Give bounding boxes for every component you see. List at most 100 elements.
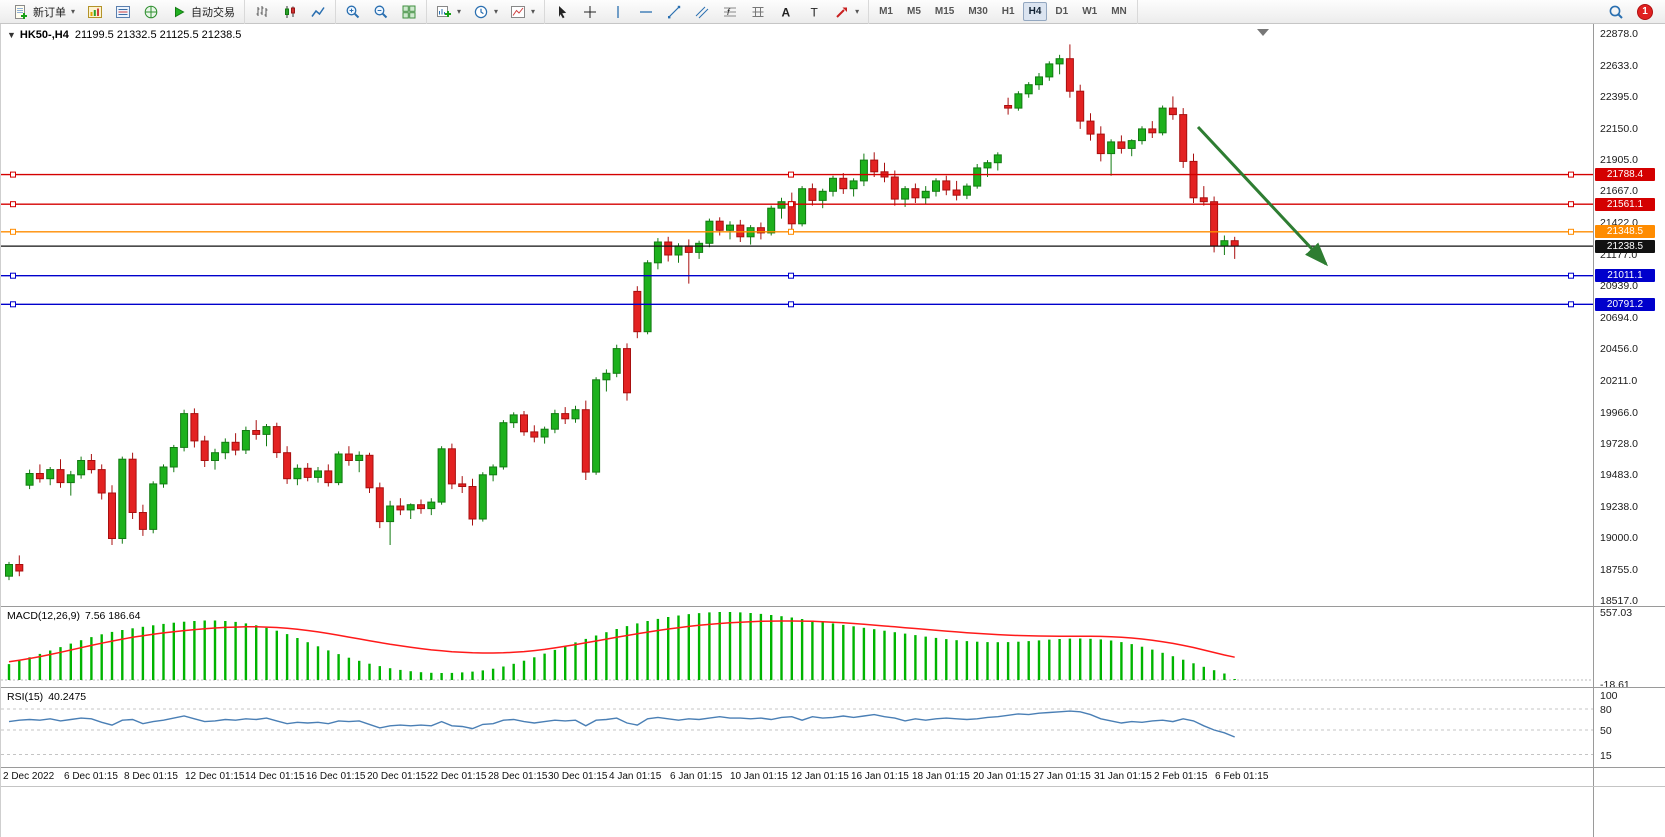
bar-chart-button[interactable] — [249, 2, 275, 22]
candle — [324, 464, 333, 487]
line-handle[interactable] — [788, 201, 794, 208]
line-handle[interactable] — [10, 301, 16, 308]
market-watch-button[interactable] — [110, 2, 136, 22]
collapse-icon[interactable]: ▼ — [7, 30, 16, 40]
candlestick-chart-button[interactable] — [277, 2, 303, 22]
pane-divider — [1, 786, 1665, 787]
candle — [1004, 97, 1013, 115]
timeframe-h1[interactable]: H1 — [1001, 6, 1015, 17]
line-handle[interactable] — [1568, 228, 1574, 235]
new-order-icon — [15, 4, 27, 19]
candle — [375, 482, 384, 529]
auto-trading-button[interactable]: 自动交易 — [166, 2, 240, 22]
candle — [1179, 108, 1188, 168]
timeframe-w1[interactable]: W1 — [1082, 6, 1098, 17]
tile-windows-button[interactable] — [396, 2, 422, 22]
cursor-button[interactable] — [549, 2, 575, 22]
line-handle[interactable] — [10, 228, 16, 235]
price-axis-label: 20456.0 — [1600, 343, 1638, 355]
navigator-button[interactable] — [138, 2, 164, 22]
bar-chart-icon — [256, 5, 268, 17]
timeframe-m1[interactable]: M1 — [879, 6, 893, 17]
line-handle[interactable] — [1568, 272, 1574, 279]
candle — [839, 173, 848, 194]
fibonacci-button[interactable]: f — [717, 2, 743, 22]
candle — [726, 221, 734, 240]
period-button[interactable]: ▾ — [468, 2, 503, 22]
search-button[interactable] — [1603, 2, 1629, 22]
pane-divider[interactable] — [1, 687, 1665, 688]
new-order-button-label: 新订单 — [33, 6, 66, 19]
chevron-down-icon: ▾ — [71, 7, 76, 16]
new-order-button[interactable]: 新订单 ▾ — [8, 2, 80, 22]
rsi-line — [8, 710, 1235, 738]
svg-text:T: T — [811, 5, 819, 19]
candle — [334, 451, 343, 486]
line-handle[interactable] — [788, 272, 794, 279]
auto-trading-icon — [175, 6, 185, 17]
line-handle[interactable] — [788, 228, 794, 235]
line-handle[interactable] — [10, 171, 16, 178]
price-axis-label: 22878.0 — [1600, 28, 1638, 40]
timeframe-m30[interactable]: M30 — [968, 6, 988, 17]
channel-button[interactable] — [689, 2, 715, 22]
rsi-axis-label: 100 — [1600, 690, 1618, 702]
horizontal-line-object[interactable] — [1, 171, 1593, 178]
tile-windows-icon — [402, 5, 416, 18]
candle — [108, 485, 116, 545]
timeframe-m5[interactable]: M5 — [906, 6, 921, 17]
notification-badge[interactable]: 1 — [1637, 3, 1653, 20]
price-axis-label: 19000.0 — [1600, 532, 1638, 544]
horizontal-line-object[interactable] — [1, 301, 1593, 308]
candle — [1014, 91, 1023, 111]
chart-title: ▼ HK50-,H4 21199.5 21332.5 21125.5 21238.5 — [7, 29, 241, 41]
shapes-button[interactable]: ▾ — [829, 2, 864, 22]
candle — [252, 420, 261, 440]
rsi-label: RSI(15) 40.2475 — [7, 691, 91, 703]
line-handle[interactable] — [10, 272, 16, 279]
new-chart-button[interactable]: ▾ — [431, 2, 466, 22]
line-handle[interactable] — [788, 171, 794, 178]
text-label-button[interactable]: T — [801, 2, 827, 22]
horizontal-line-button[interactable] — [633, 2, 659, 22]
timeframe-mn[interactable]: MN — [1111, 6, 1127, 17]
timeframe-d1[interactable]: D1 — [1055, 6, 1069, 17]
line-handle[interactable] — [788, 301, 794, 308]
candle — [1024, 82, 1033, 98]
line-chart-button[interactable] — [305, 2, 331, 22]
pane-divider[interactable] — [1, 606, 1665, 607]
time-axis-label: 18 Jan 01:15 — [912, 771, 970, 782]
candle — [489, 464, 498, 482]
chevron-down-icon: ▾ — [531, 7, 536, 16]
vertical-line-button[interactable] — [605, 2, 631, 22]
search-icon — [1609, 5, 1623, 19]
horizontal-line-object[interactable] — [1, 201, 1593, 208]
crosshair-button[interactable] — [577, 2, 603, 22]
chart-window-button[interactable] — [82, 2, 108, 22]
price-axis[interactable]: 22878.0 22633.0 22395.0 22150.0 21905.0 21667… — [1593, 24, 1665, 837]
horizontal-line-object[interactable] — [1, 272, 1593, 279]
candle-chart-icon — [285, 5, 296, 18]
horizontal-line-object[interactable] — [1, 228, 1593, 235]
objects-grid-button[interactable] — [745, 2, 771, 22]
candle — [406, 503, 415, 519]
line-handle[interactable] — [10, 201, 16, 208]
zoom-out-button[interactable] — [368, 2, 394, 22]
timeframe-h4[interactable]: H4 — [1022, 2, 1048, 21]
toolbar-group — [336, 0, 428, 24]
time-axis-label: 4 Jan 01:15 — [609, 771, 662, 782]
time-axis[interactable]: 2 Dec 2022 6 Dec 01:15 8 Dec 01:15 12 Dec 0… — [1, 768, 1593, 786]
zoom-in-button[interactable] — [340, 2, 366, 22]
timeframe-m15[interactable]: M15 — [934, 6, 955, 17]
chart-canvas[interactable] — [1, 24, 1593, 837]
candle — [592, 377, 601, 475]
trend-arrow-object[interactable] — [1196, 125, 1329, 267]
line-handle[interactable] — [1568, 201, 1574, 208]
text-button[interactable]: A — [773, 2, 799, 22]
line-handle[interactable] — [1568, 301, 1574, 308]
trendline-button[interactable] — [661, 2, 687, 22]
line-handle[interactable] — [1568, 171, 1574, 178]
price-axis-label: 20211.0 — [1600, 375, 1638, 387]
template-button[interactable]: ▾ — [505, 2, 540, 22]
chart-shift-marker[interactable] — [1257, 29, 1269, 36]
